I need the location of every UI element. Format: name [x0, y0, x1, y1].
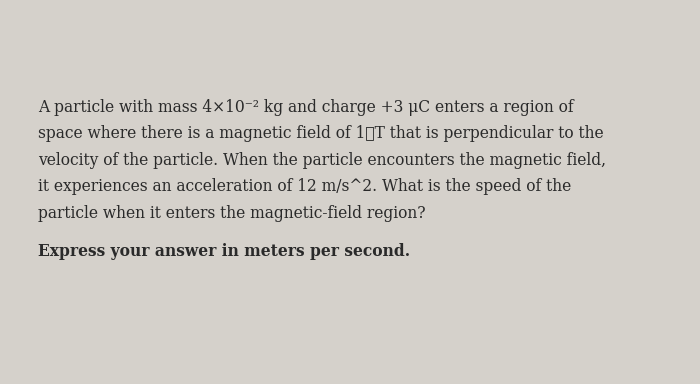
Text: it experiences an acceleration of 12 m/s^2. What is the speed of the: it experiences an acceleration of 12 m/s…	[38, 179, 571, 195]
Text: space where there is a magnetic field of 1⏐T that is perpendicular to the: space where there is a magnetic field of…	[38, 126, 603, 142]
Text: velocity of the particle. When the particle encounters the magnetic field,: velocity of the particle. When the parti…	[38, 152, 606, 169]
Text: A particle with mass 4×10⁻² kg and charge +3 μC enters a region of: A particle with mass 4×10⁻² kg and charg…	[38, 99, 573, 116]
Text: particle when it enters the magnetic-field region?: particle when it enters the magnetic-fie…	[38, 205, 426, 222]
Text: Express your answer in meters per second.: Express your answer in meters per second…	[38, 243, 410, 260]
